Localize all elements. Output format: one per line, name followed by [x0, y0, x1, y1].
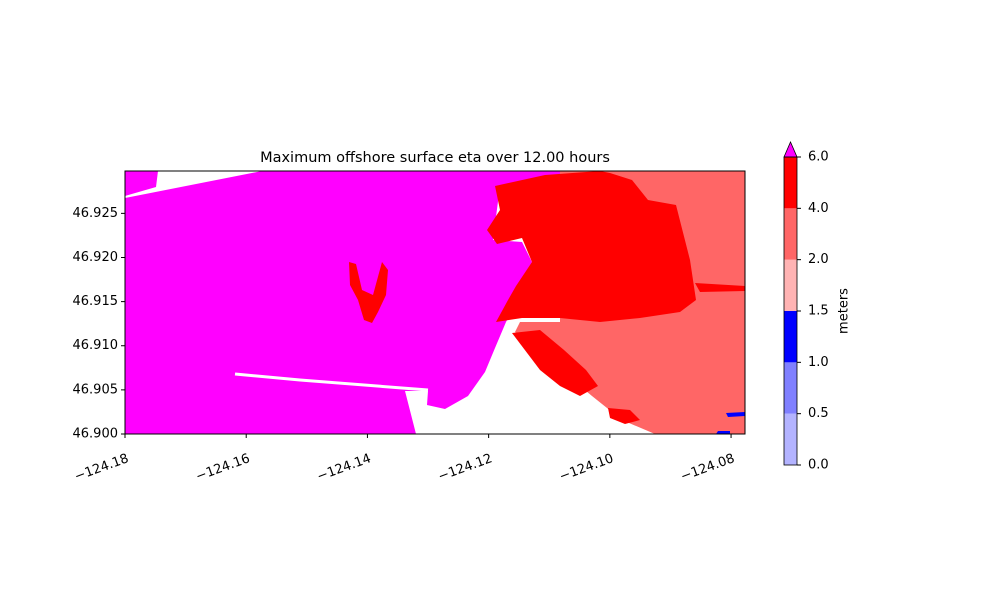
- map-regions: [125, 171, 745, 434]
- x-tick-label: −124.12: [436, 451, 494, 484]
- colorbar-tick-label: 1.5: [808, 304, 829, 319]
- colorbar-segment: [784, 208, 797, 260]
- colorbar-tick-label: 1.0: [808, 355, 829, 370]
- x-tick-label: −124.08: [679, 451, 737, 484]
- contour-region: [608, 408, 640, 424]
- y-tick-label: 46.920: [73, 250, 119, 265]
- y-tick-label: 46.925: [73, 206, 119, 221]
- contour-region: [487, 171, 696, 322]
- colorbar-extend: [783, 140, 798, 158]
- land-strip: [234, 372, 429, 392]
- y-tick-label: 46.900: [73, 427, 119, 442]
- colorbar-segment: [784, 362, 797, 414]
- y-tick-label: 46.905: [73, 382, 119, 397]
- colorbar-segment: [784, 157, 797, 209]
- y-tick-label: 46.915: [73, 294, 119, 309]
- x-tick-label: −124.10: [558, 451, 616, 484]
- colorbar-segment: [784, 259, 797, 311]
- colorbar-label: meters: [837, 288, 852, 334]
- colorbar-tick-label: 6.0: [808, 150, 829, 165]
- colorbar-segment: [784, 311, 797, 363]
- colorbar-tick-label: 2.0: [808, 252, 829, 267]
- contour-region: [716, 431, 730, 434]
- contour-region: [125, 171, 158, 196]
- colorbar-tick-label: 0.0: [808, 458, 829, 473]
- colorbar-tick-label: 0.5: [808, 406, 829, 421]
- contour-region: [695, 283, 745, 292]
- y-tick-label: 46.910: [73, 338, 119, 353]
- colorbar-tick-label: 4.0: [808, 201, 829, 216]
- x-tick-label: −124.18: [73, 451, 131, 484]
- axes-frame: [124, 170, 746, 435]
- contour-region: [726, 412, 745, 417]
- x-tick-label: −124.14: [315, 451, 373, 484]
- colorbar-segment: [784, 413, 797, 465]
- x-tick-label: −124.16: [194, 451, 252, 484]
- contour-region: [349, 262, 388, 323]
- chart-title: Maximum offshore surface eta over 12.00 …: [260, 150, 610, 166]
- contour-region: [512, 330, 598, 396]
